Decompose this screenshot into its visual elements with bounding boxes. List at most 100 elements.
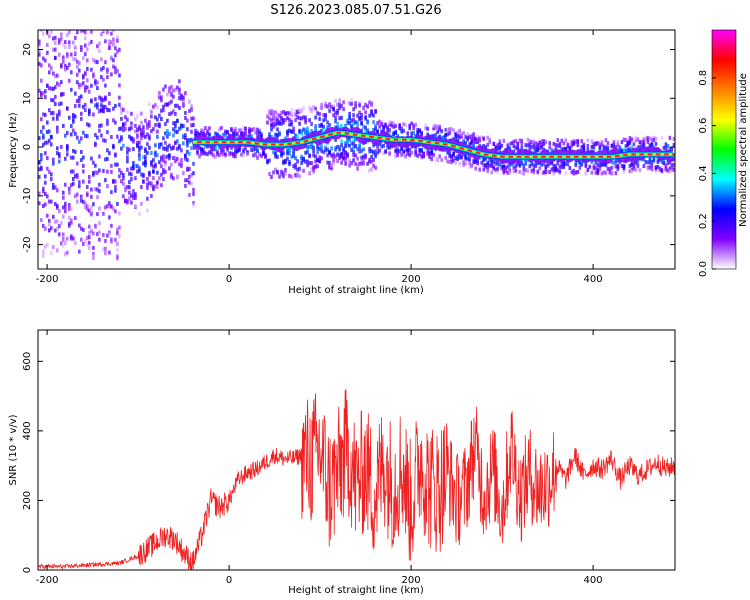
y-tick-label: 20 xyxy=(22,43,33,56)
heatmap-cell xyxy=(202,147,205,152)
heatmap-cell xyxy=(368,149,371,154)
heatmap-cell xyxy=(190,123,193,128)
heatmap-cell xyxy=(568,145,572,150)
heatmap-cell xyxy=(448,154,451,159)
heatmap-cell xyxy=(650,167,654,172)
heatmap-cell xyxy=(466,156,469,161)
heatmap-cell xyxy=(276,154,279,159)
heatmap-cell xyxy=(40,93,43,98)
heatmap-cell xyxy=(258,134,261,139)
heatmap-cell xyxy=(184,91,187,96)
colorbar-label: Normalized spectral amplitude xyxy=(738,73,749,227)
heatmap-cell xyxy=(528,142,532,147)
heatmap-cell xyxy=(320,128,323,133)
heatmap-cell xyxy=(146,177,149,181)
heatmap-cell xyxy=(354,153,357,158)
heatmap-cell xyxy=(42,125,45,130)
heatmap-cell xyxy=(68,186,71,191)
heatmap-cell xyxy=(58,40,61,45)
heatmap-cell xyxy=(146,208,149,213)
heatmap-cell xyxy=(162,108,165,113)
heatmap-cell xyxy=(290,129,293,134)
heatmap-cell xyxy=(188,167,191,171)
heatmap-cell xyxy=(354,104,357,109)
heatmap-cell xyxy=(110,40,113,45)
heatmap-cell xyxy=(276,117,279,122)
heatmap-cell xyxy=(282,120,285,125)
heatmap-cell xyxy=(594,160,598,165)
heatmap-cell xyxy=(80,158,83,163)
heatmap-cell xyxy=(234,154,237,159)
heatmap-cell xyxy=(126,159,129,164)
heatmap-cell xyxy=(154,143,157,148)
heatmap-cell xyxy=(78,249,81,254)
heatmap-cell xyxy=(56,116,59,121)
heatmap-cell xyxy=(64,201,67,206)
heatmap-cell xyxy=(524,143,528,148)
heatmap-cell xyxy=(82,81,85,86)
heatmap-cell xyxy=(172,109,175,114)
heatmap-cell xyxy=(462,160,465,165)
heatmap-cell xyxy=(386,130,389,135)
heatmap-cell xyxy=(400,152,403,157)
heatmap-cell xyxy=(118,23,121,27)
heatmap-cell xyxy=(470,141,473,145)
heatmap-cell xyxy=(138,140,141,145)
heatmap-cell xyxy=(52,214,55,219)
heatmap-cell xyxy=(140,111,143,116)
heatmap-cell xyxy=(146,182,149,187)
heatmap-cell xyxy=(478,138,481,143)
heatmap-cell xyxy=(52,71,55,76)
heatmap-cell xyxy=(464,156,467,161)
heatmap-cell xyxy=(312,105,315,110)
heatmap-cell xyxy=(654,141,658,146)
heatmap-cell xyxy=(628,139,632,144)
ridge-peak xyxy=(614,154,620,158)
heatmap-cell xyxy=(112,145,115,150)
heatmap-cell xyxy=(130,177,133,182)
heatmap-cell xyxy=(102,211,105,216)
heatmap-cell xyxy=(392,132,395,137)
heatmap-cell xyxy=(56,81,59,86)
heatmap-cell xyxy=(272,170,275,175)
heatmap-cell xyxy=(428,154,431,159)
heatmap-cell xyxy=(338,102,341,107)
heatmap-cell xyxy=(336,126,339,131)
heatmap-cell xyxy=(360,128,363,133)
heatmap-cell xyxy=(552,141,556,146)
heatmap-cell xyxy=(90,187,93,192)
heatmap-cell xyxy=(274,119,277,124)
heatmap-cell xyxy=(60,36,63,41)
heatmap-cell xyxy=(68,203,71,207)
heatmap-cell xyxy=(598,166,602,171)
heatmap-cell xyxy=(556,143,560,148)
heatmap-cell xyxy=(72,236,75,241)
heatmap-cell xyxy=(576,138,580,143)
heatmap-cell xyxy=(148,136,151,141)
heatmap-cell xyxy=(466,132,469,137)
heatmap-cell xyxy=(84,85,87,90)
heatmap-cell xyxy=(338,147,341,152)
heatmap-cell xyxy=(544,164,548,169)
ridge-peak xyxy=(622,153,628,157)
heatmap-cell xyxy=(374,149,377,154)
heatmap-cell xyxy=(552,168,556,173)
heatmap-cell xyxy=(142,155,145,160)
heatmap-cell xyxy=(318,112,321,117)
heatmap-cell xyxy=(388,145,391,150)
heatmap-cell xyxy=(586,167,590,172)
heatmap-cell xyxy=(62,243,65,248)
heatmap-cell xyxy=(612,144,616,149)
heatmap-cell xyxy=(544,169,548,174)
heatmap-cell xyxy=(184,183,187,188)
heatmap-cell xyxy=(474,166,477,171)
heatmap-cell xyxy=(612,160,616,165)
ridge-peak xyxy=(369,135,374,139)
heatmap-cell xyxy=(374,127,377,132)
heatmap-cell xyxy=(306,126,309,131)
heatmap-cell xyxy=(42,186,45,191)
heatmap-cell xyxy=(152,158,155,163)
heatmap-cell xyxy=(634,138,638,143)
heatmap-cell xyxy=(486,135,489,140)
heatmap-cell xyxy=(468,161,471,166)
